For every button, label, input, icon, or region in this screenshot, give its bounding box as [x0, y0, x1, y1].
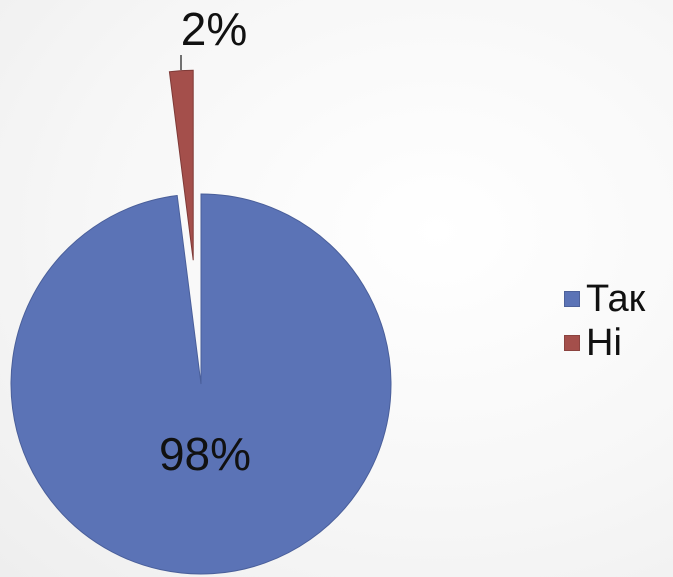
pie-slices — [10, 69, 392, 575]
legend-label-ni: Ні — [586, 322, 622, 364]
legend-label-tak: Так — [586, 278, 646, 320]
legend-item-ni: Ні — [564, 321, 645, 365]
legend: Так Ні — [564, 277, 645, 365]
data-label-tak: 98% — [159, 428, 251, 480]
slice-tak — [10, 193, 392, 575]
data-label-ni: 2% — [181, 3, 247, 55]
legend-item-tak: Так — [564, 277, 645, 321]
legend-swatch-tak — [564, 291, 580, 307]
slice-ni — [168, 69, 194, 261]
legend-swatch-ni — [564, 335, 580, 351]
